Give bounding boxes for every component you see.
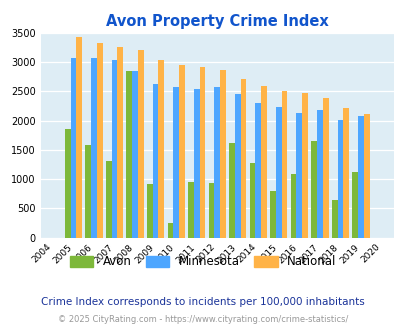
Bar <box>281 91 287 238</box>
Bar <box>275 107 281 238</box>
Bar <box>249 163 255 238</box>
Bar <box>106 161 111 238</box>
Bar <box>173 87 179 238</box>
Bar <box>111 60 117 238</box>
Bar <box>316 110 322 238</box>
Legend: Avon, Minnesota, National: Avon, Minnesota, National <box>65 250 340 273</box>
Text: © 2025 CityRating.com - https://www.cityrating.com/crime-statistics/: © 2025 CityRating.com - https://www.city… <box>58 315 347 324</box>
Bar <box>65 129 70 238</box>
Bar <box>301 93 307 238</box>
Bar <box>188 182 193 238</box>
Bar <box>255 103 260 238</box>
Bar <box>91 58 97 238</box>
Bar <box>76 37 82 238</box>
Bar <box>220 70 225 238</box>
Bar <box>179 65 184 238</box>
Bar <box>85 145 91 238</box>
Bar <box>311 141 316 238</box>
Bar <box>296 113 301 238</box>
Bar <box>234 94 240 238</box>
Bar <box>363 114 369 238</box>
Bar <box>331 200 337 238</box>
Bar <box>167 223 173 238</box>
Bar <box>152 84 158 238</box>
Bar <box>158 60 164 238</box>
Bar <box>208 182 214 238</box>
Bar <box>126 71 132 238</box>
Bar <box>70 58 76 238</box>
Title: Avon Property Crime Index: Avon Property Crime Index <box>106 14 328 29</box>
Bar <box>240 79 246 238</box>
Bar <box>337 120 343 238</box>
Bar <box>147 184 152 238</box>
Bar <box>199 68 205 238</box>
Bar <box>132 71 138 238</box>
Bar <box>97 43 102 238</box>
Bar <box>193 88 199 238</box>
Text: Crime Index corresponds to incidents per 100,000 inhabitants: Crime Index corresponds to incidents per… <box>41 297 364 307</box>
Bar <box>352 172 357 238</box>
Bar <box>343 109 348 238</box>
Bar <box>322 98 328 238</box>
Bar <box>260 85 266 238</box>
Bar <box>214 87 220 238</box>
Bar <box>138 50 143 238</box>
Bar <box>290 175 296 238</box>
Bar <box>117 47 123 238</box>
Bar <box>228 144 234 238</box>
Bar <box>357 116 363 238</box>
Bar <box>269 191 275 238</box>
